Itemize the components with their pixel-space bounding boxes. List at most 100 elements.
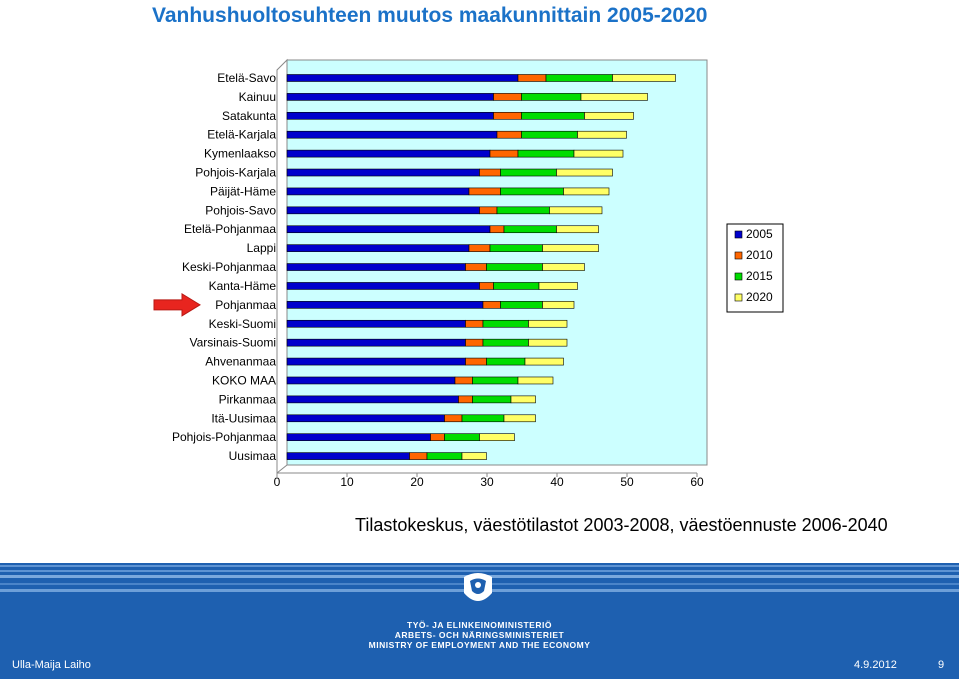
bar-2015-3 (521, 130, 578, 139)
ministry-name-fi: TYÖ- JA ELINKEINOMINISTERIÖ (407, 620, 552, 630)
bar-2015-19 (444, 433, 480, 441)
bar-2015-16 (472, 376, 519, 385)
bar-2015-0 (545, 74, 613, 82)
bar-2005-3 (286, 130, 498, 139)
bar-2015-14 (482, 338, 529, 347)
bars (286, 74, 676, 460)
category-label: Etelä-Pohjanmaa (184, 222, 276, 236)
legend: 2005 2010 2015 2020 (726, 223, 784, 313)
legend-label: 2020 (746, 290, 773, 304)
bar-2010-15 (465, 357, 487, 366)
bar-2015-9 (489, 244, 543, 252)
bar-2005-10 (286, 263, 466, 271)
bar-2020-7 (549, 206, 603, 215)
bar-2010-9 (468, 244, 491, 252)
plot-side-wall (276, 58, 288, 475)
highlight-arrow (153, 292, 201, 317)
bar-2005-14 (286, 338, 466, 347)
x-tick-label: 60 (690, 475, 704, 489)
bar-2005-5 (286, 168, 480, 177)
category-label: Kainuu (239, 90, 276, 104)
bar-2005-19 (286, 433, 431, 441)
bar-2020-10 (542, 263, 585, 271)
x-tick-label: 50 (620, 475, 634, 489)
bar-2015-2 (521, 112, 585, 120)
footer-date: 4.9.2012 (854, 659, 897, 671)
x-tick-label: 10 (340, 475, 354, 489)
bar-2005-16 (286, 376, 456, 385)
bar-2005-13 (286, 319, 466, 328)
bar-2015-5 (500, 168, 557, 177)
bar-2005-2 (286, 112, 494, 120)
highlight-arrow-shape (153, 292, 201, 317)
bar-2015-10 (486, 263, 543, 271)
x-tick-label: 20 (410, 475, 424, 489)
bar-2005-20 (286, 452, 410, 460)
bar-2005-12 (286, 301, 484, 309)
legend-label: 2015 (746, 269, 773, 283)
footer-page-number: 9 (938, 659, 945, 671)
bar-2020-2 (584, 112, 634, 120)
category-label: Etelä-Savo (217, 71, 276, 85)
bar-2020-15 (524, 357, 564, 366)
category-label: Kanta-Häme (209, 279, 277, 293)
bar-2005-11 (286, 282, 480, 290)
bar-2020-16 (517, 376, 554, 385)
category-label: Kymenlaakso (204, 147, 276, 161)
legend-swatch-2020 (734, 293, 743, 302)
bar-2020-3 (577, 130, 627, 139)
bar-2015-8 (503, 225, 557, 234)
bar-2020-12 (542, 301, 575, 309)
bar-2020-9 (542, 244, 599, 252)
bar-2010-6 (468, 187, 501, 196)
bar-2015-17 (472, 395, 512, 404)
bar-2020-8 (556, 225, 599, 234)
bar-2005-6 (286, 187, 470, 196)
bar-2010-4 (489, 149, 519, 158)
bar-2015-12 (500, 301, 543, 309)
category-label: Päijät-Häme (210, 184, 276, 198)
category-label: Itä-Uusimaa (211, 411, 276, 425)
bar-2010-16 (454, 376, 473, 385)
x-axis: 0 10 20 30 40 50 60 (274, 472, 704, 489)
bar-2020-6 (563, 187, 610, 196)
bar-2010-18 (444, 414, 463, 423)
bar-2010-2 (493, 112, 522, 120)
bar-2010-0 (517, 74, 547, 82)
bar-2015-15 (486, 357, 526, 366)
category-label: Pirkanmaa (219, 392, 277, 406)
bar-2015-7 (496, 206, 550, 215)
bar-2005-8 (286, 225, 491, 234)
category-label: Satakunta (222, 109, 276, 123)
bar-2005-15 (286, 357, 466, 366)
bar-2010-14 (465, 338, 484, 347)
bar-2020-18 (503, 414, 536, 423)
bar-2010-8 (489, 225, 505, 234)
category-label: Etelä-Karjala (207, 128, 276, 142)
category-label: Ahvenanmaa (205, 355, 276, 369)
bar-2015-18 (461, 414, 505, 423)
bar-2010-5 (479, 168, 501, 177)
legend-swatch-2010 (734, 251, 743, 260)
source-note: Tilastokeskus, väestötilastot 2003-2008,… (355, 515, 888, 535)
plot-background (286, 59, 708, 466)
slide-title: Vanhushuoltosuhteen muutos maakunnittain… (152, 4, 708, 27)
bar-2010-1 (493, 93, 522, 101)
category-label: KOKO MAA (212, 373, 276, 387)
bar-2020-14 (528, 338, 568, 347)
stacked-bar-chart: Etelä-Savo Kainuu Satakunta Etelä-Karjala Ky… (153, 58, 784, 489)
bar-2010-12 (482, 301, 501, 309)
bar-2020-13 (528, 319, 568, 328)
bar-2010-7 (479, 206, 498, 215)
bar-2015-20 (426, 452, 463, 460)
bar-2020-1 (580, 93, 648, 101)
ministry-name-sv: ARBETS- OCH NÄRINGSMINISTERIET (394, 630, 565, 640)
category-label: Pohjois-Savo (205, 203, 276, 217)
category-label: Keski-Pohjanmaa (182, 260, 276, 274)
bar-2015-4 (517, 149, 575, 158)
bar-2010-19 (430, 433, 445, 441)
bar-2005-9 (286, 244, 470, 252)
bar-2010-10 (465, 263, 487, 271)
legend-label: 2005 (746, 227, 773, 241)
bar-2010-3 (496, 130, 522, 139)
